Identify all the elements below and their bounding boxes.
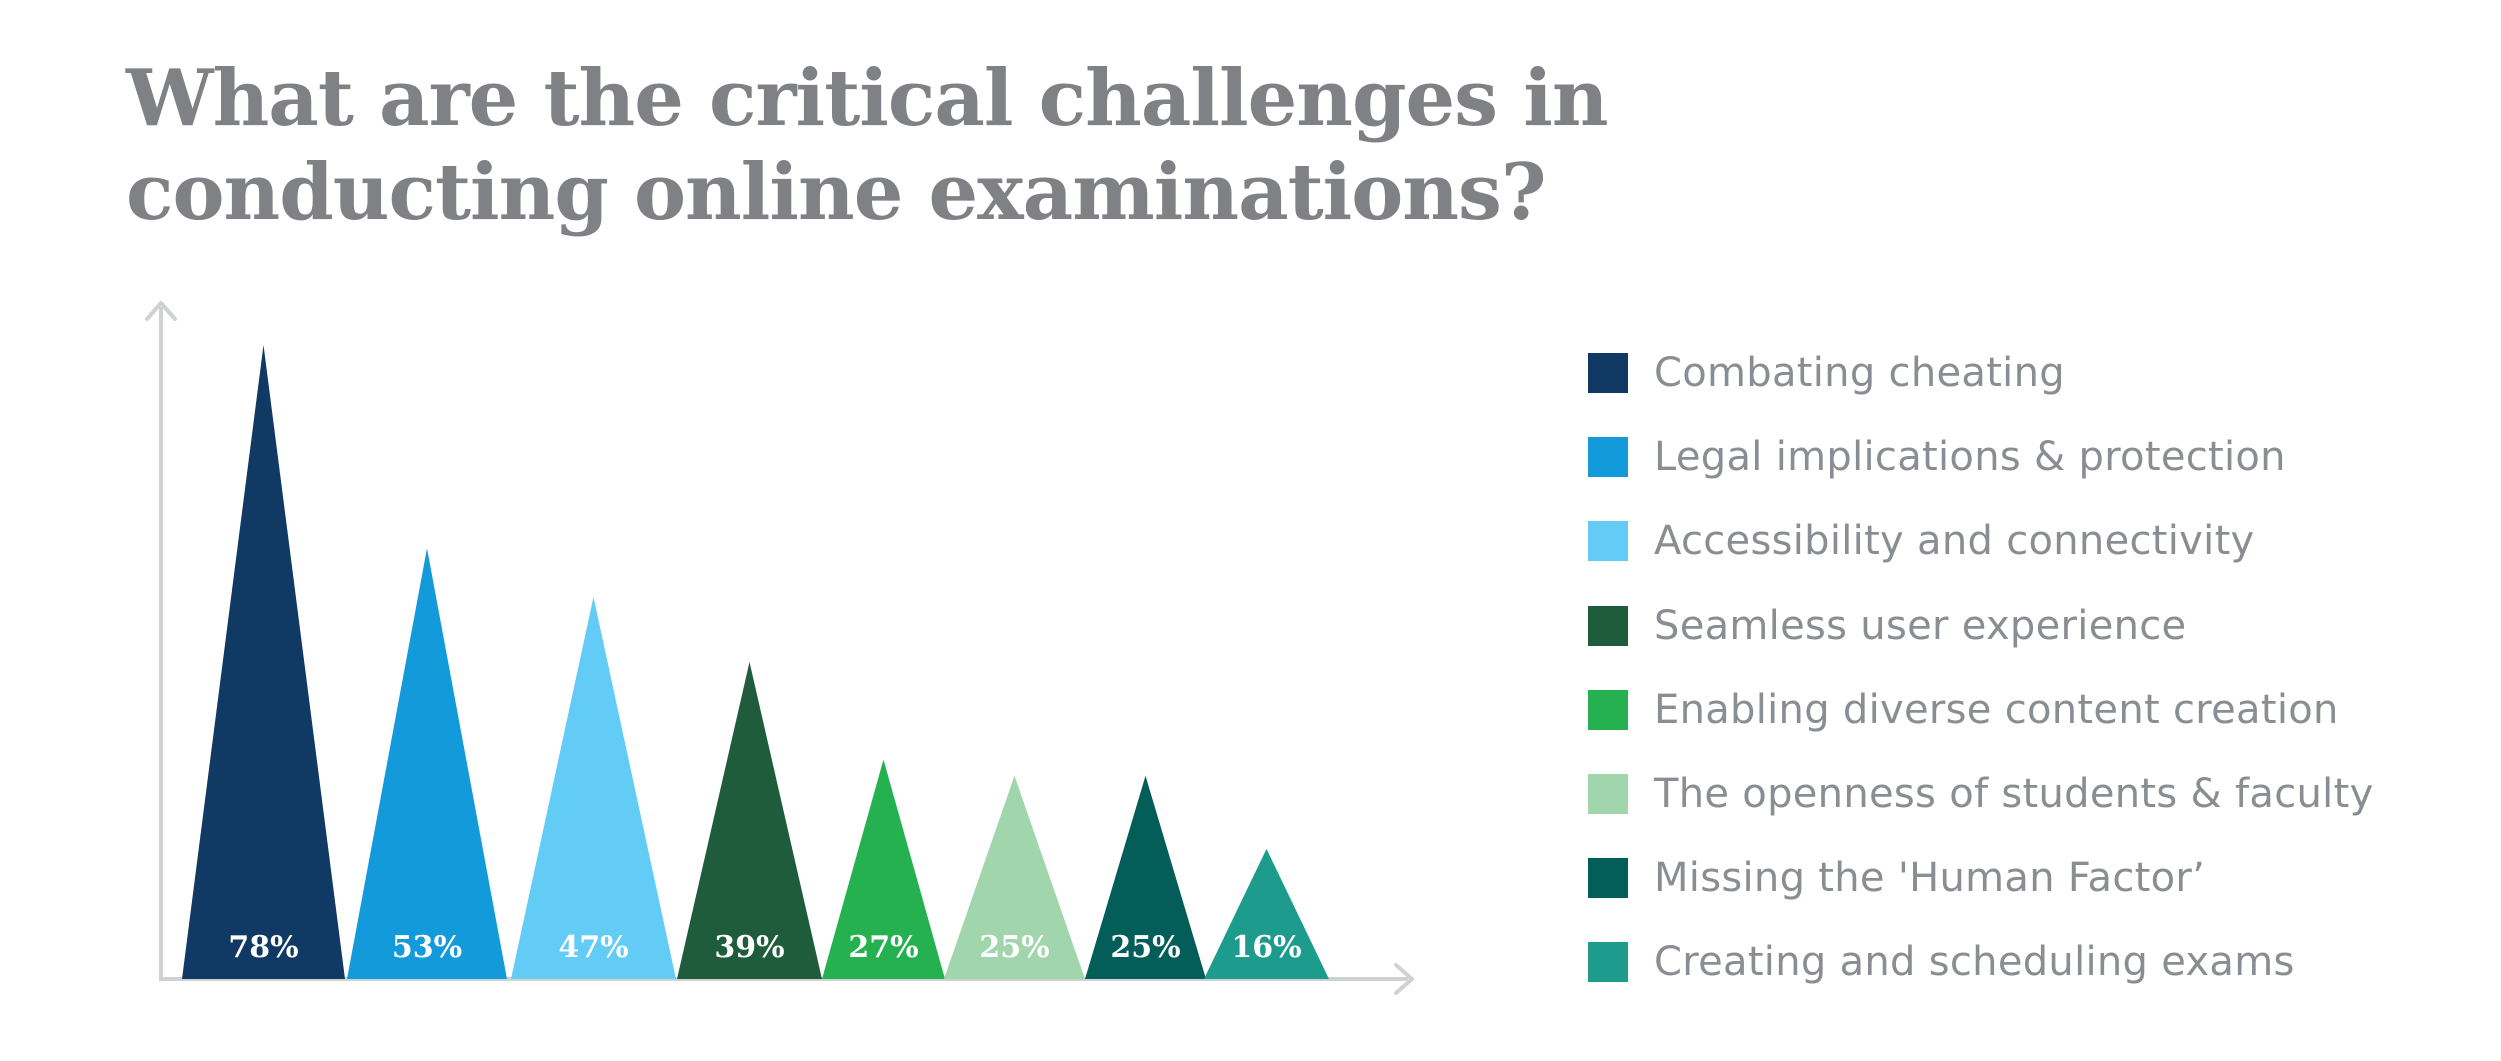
triangle-bar [1204,848,1329,979]
legend-label: Combating cheating [1654,350,2065,396]
legend-swatch [1588,437,1628,478]
data-label: 39% [714,930,784,965]
legend-item: The openness of students & faculty [1588,766,2374,822]
triangle-bar [944,775,1085,979]
legend-label: Seamless user experience [1654,602,2187,649]
y-axis-arrow [145,301,177,321]
legend-swatch [1588,942,1628,983]
legend-swatch [1588,774,1628,814]
triangle-bar [822,759,945,979]
legend-swatch [1588,353,1628,393]
legend-label: The openness of students & faculty [1654,771,2374,817]
legend-swatch [1588,689,1628,730]
legend-label: Enabling diverse content creation [1654,686,2339,733]
legend-item: Missing the 'Human Factor’ [1588,850,2205,906]
legend-item: Enabling diverse content creation [1588,682,2339,738]
legend-item: Creating and scheduling exams [1588,934,2295,990]
legend-label: Missing the 'Human Factor’ [1654,855,2206,902]
chart-title-line-2: conducting online examinations? [126,147,1547,238]
data-label: 47% [558,930,628,965]
data-label: 16% [1231,930,1301,965]
data-label: 53% [392,930,462,965]
triangle-bar [677,662,822,979]
data-label: 27% [848,930,918,965]
legend-item: Legal implications & protection [1588,429,2286,485]
chart-title-line-1: What are the critical challenges in [126,53,1609,144]
legend-swatch [1588,858,1628,899]
legend-item: Seamless user experience [1588,598,2186,654]
legend-item: Combating cheating [1588,345,2065,401]
triangle-bar [182,345,345,979]
data-label: 25% [1110,930,1180,965]
legend-label: Creating and scheduling exams [1654,939,2295,986]
legend-label: Accessibility and connectivity [1654,518,2255,565]
legend-item: Accessibility and connectivity [1588,513,2255,569]
legend-label: Legal implications & protection [1654,434,2286,481]
legend-swatch [1588,605,1628,646]
chart-title: What are the critical challenges in cond… [126,52,1626,240]
data-label: 25% [979,930,1049,965]
legend-swatch [1588,521,1628,562]
data-label: 78% [228,930,298,965]
triangle-bar [1085,775,1206,979]
x-axis-arrow [1394,963,1414,995]
triangle-bar [511,597,676,979]
triangle-bar [347,548,507,979]
